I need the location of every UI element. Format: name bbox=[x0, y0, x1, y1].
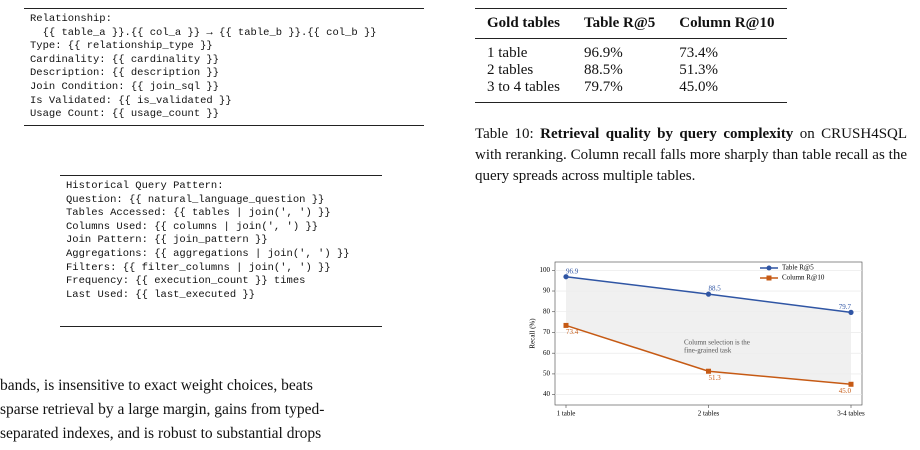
y-axis-label: Recall (%) bbox=[529, 318, 537, 349]
table-cell: 3 to 4 tables bbox=[487, 79, 560, 95]
text-line: bands, is insensitive to exact weight ch… bbox=[0, 377, 313, 394]
y-tick-label: 50 bbox=[543, 370, 551, 378]
point bbox=[705, 291, 712, 297]
code-line: Columns Used: {{ columns | join(', ') }} bbox=[66, 220, 319, 233]
code-line: Frequency: {{ execution_count }} times bbox=[66, 275, 306, 288]
column-header: Gold tables bbox=[475, 8, 572, 39]
table-row: 1 table 96.9% 73.4% bbox=[475, 39, 787, 63]
code-line: Type: {{ relationship_type }} bbox=[30, 40, 213, 53]
column-header: Column R@10 bbox=[667, 8, 787, 39]
code-line: Is Validated: {{ is_validated }} bbox=[30, 94, 232, 107]
text-line: sparse retrieval by a large margin, gain… bbox=[0, 401, 325, 418]
y-tick-label: 90 bbox=[543, 287, 551, 295]
y-tick-label: 60 bbox=[543, 349, 551, 357]
y-tick-label: 40 bbox=[543, 390, 551, 398]
code-line: Aggregations: {{ aggregations | join(', … bbox=[66, 247, 350, 260]
legend-label: Column R@10 bbox=[782, 274, 825, 282]
body-text: bands, is insensitive to exact weight ch… bbox=[0, 374, 324, 446]
code-line: Join Pattern: {{ join_pattern }} bbox=[66, 234, 268, 247]
caption-label: Table 10: bbox=[475, 126, 534, 142]
value-label: 79.7 bbox=[839, 303, 852, 311]
table-cell: 96.9% bbox=[583, 45, 623, 61]
value-label: 73.4 bbox=[566, 328, 579, 336]
point bbox=[563, 274, 569, 280]
value-label: 88.5 bbox=[709, 285, 722, 293]
x-tick-label: 1 table bbox=[557, 410, 576, 418]
point bbox=[848, 309, 854, 315]
caption-bold: Retrieval quality by query complexity bbox=[540, 126, 794, 142]
legend-label: Table R@5 bbox=[782, 264, 814, 272]
y-tick-label: 70 bbox=[543, 328, 551, 336]
code-line: Question: {{ natural_language_question }… bbox=[66, 193, 325, 206]
point bbox=[848, 381, 854, 387]
table-row: 3 to 4 tables 79.7% 45.0% bbox=[475, 79, 787, 103]
x-tick-label: 3-4 tables bbox=[837, 410, 865, 418]
caption: Table 10: Retrieval quality by query com… bbox=[475, 124, 907, 187]
legend-marker bbox=[766, 265, 772, 271]
code-line: Filters: {{ filter_columns | join(', ') … bbox=[66, 261, 331, 274]
code-block: Relationship: {{ table_a }}.{{ col_a }} … bbox=[24, 8, 424, 126]
code-line: Join Condition: {{ join_sql }} bbox=[30, 80, 220, 93]
code-line: Last Used: {{ last_executed }} bbox=[66, 288, 256, 301]
annotation: fine-grained task bbox=[684, 347, 732, 355]
point bbox=[563, 322, 569, 328]
table-cell: 2 tables bbox=[487, 62, 534, 78]
annotation: Column selection is the bbox=[684, 339, 750, 347]
table-cell: 45.0% bbox=[679, 79, 719, 95]
point bbox=[706, 368, 711, 374]
code-block: Historical Query Pattern: Question: {{ na… bbox=[60, 175, 382, 327]
value-label: 96.9 bbox=[566, 267, 579, 275]
code-line: Relationship: bbox=[30, 13, 112, 25]
table-cell: 79.7% bbox=[583, 79, 623, 95]
legend-marker bbox=[766, 275, 772, 281]
results-table: Gold tables Table R@5 Column R@10 1 table 96… bbox=[475, 8, 787, 103]
text-line: separated indexes, and is robust to subs… bbox=[0, 425, 322, 442]
table-cell: 73.4% bbox=[679, 45, 719, 61]
table-row: 2 tables 88.5% 51.3% bbox=[475, 62, 787, 79]
y-tick-label: 80 bbox=[543, 307, 551, 315]
caption-text: on CRUSH4SQL with reranking. Column reca… bbox=[475, 126, 908, 184]
table-cell: 1 table bbox=[487, 45, 528, 61]
x-tick-label: 2 tables bbox=[698, 410, 720, 418]
table-cell: 51.3% bbox=[679, 62, 719, 78]
code-line: Cardinality: {{ cardinality }} bbox=[30, 53, 220, 66]
code-line: Usage Count: {{ usage_count }} bbox=[30, 108, 220, 121]
code-line: Tables Accessed: {{ tables | join(', ') … bbox=[66, 207, 331, 220]
value-label: 51.3 bbox=[709, 374, 722, 382]
table-cell: 88.5% bbox=[583, 62, 623, 78]
code-line: Description: {{ description }} bbox=[30, 67, 220, 80]
column-header: Table R@5 bbox=[571, 8, 668, 39]
code-line: Historical Query Pattern: bbox=[66, 180, 224, 192]
value-label: 45.0 bbox=[839, 387, 852, 395]
code-line: {{ table_a }}.{{ col_a }} → {{ table_b }… bbox=[30, 26, 377, 39]
y-tick-label: 100 bbox=[540, 266, 551, 274]
